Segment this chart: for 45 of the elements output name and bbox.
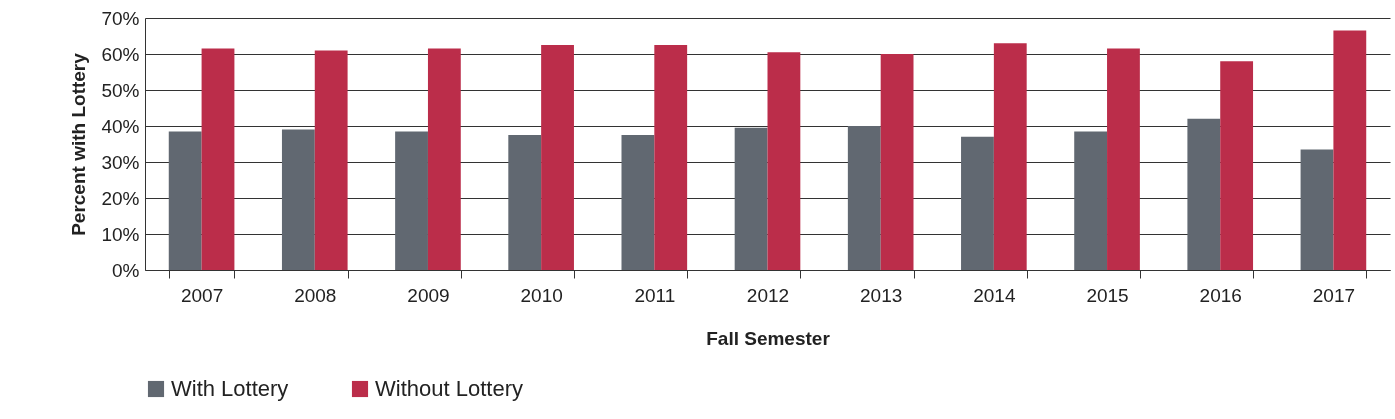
x-tick-label: 2014	[973, 284, 1016, 306]
bar	[395, 131, 428, 270]
bar	[1074, 131, 1108, 270]
legend-label: Without Lottery	[375, 376, 523, 401]
bar	[847, 126, 881, 270]
y-tick-label: 60%	[101, 43, 140, 65]
x-tick-label: 2008	[294, 284, 337, 306]
bar	[314, 50, 348, 270]
bar	[168, 131, 202, 270]
bar	[541, 45, 574, 270]
y-tick-label: 0%	[112, 259, 140, 281]
x-tick-label: 2015	[1086, 284, 1129, 306]
x-tick-label: 2011	[634, 284, 676, 306]
y-axis-title: Percent with Lottery	[68, 52, 90, 236]
bar	[1187, 118, 1221, 270]
bar	[654, 45, 688, 270]
x-tick-label: 2017	[1312, 284, 1356, 306]
bar	[281, 129, 315, 270]
bar	[201, 48, 235, 270]
bar	[961, 136, 994, 270]
x-tick-label: 2010	[520, 284, 563, 306]
y-tick-label: 20%	[101, 187, 140, 209]
bar	[1107, 48, 1140, 270]
x-tick-label: 2009	[407, 284, 450, 306]
legend-label: With Lottery	[171, 376, 289, 401]
y-tick-label: 50%	[101, 79, 140, 101]
bar	[1220, 61, 1254, 270]
bar	[734, 127, 768, 270]
y-tick-label: 30%	[101, 151, 140, 173]
y-tick-label: 70%	[101, 7, 140, 29]
bar	[1333, 30, 1367, 270]
x-tick-label: 2013	[860, 284, 903, 306]
bar	[880, 54, 914, 270]
bar	[993, 43, 1027, 270]
bar	[427, 48, 461, 270]
x-axis-title: Fall Semester	[706, 327, 831, 349]
y-tick-label: 10%	[101, 223, 140, 245]
x-tick-label: 2007	[180, 284, 224, 306]
x-tick-label: 2016	[1199, 284, 1242, 306]
bar	[508, 135, 542, 270]
bar	[1300, 149, 1334, 270]
bar	[767, 52, 801, 270]
bar	[621, 135, 655, 270]
x-tick-label: 2012	[746, 284, 790, 306]
y-tick-label: 40%	[101, 115, 140, 137]
